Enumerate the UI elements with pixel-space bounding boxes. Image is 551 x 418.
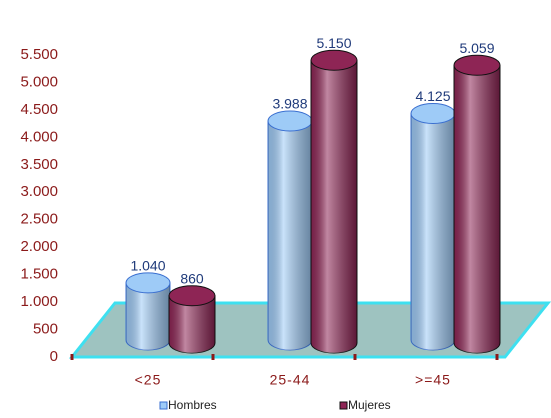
value-label: 4.125	[415, 88, 450, 104]
bar-shade	[268, 121, 312, 350]
bar-top	[125, 272, 171, 294]
bar-top	[410, 103, 456, 124]
value-label: 5.150	[316, 35, 351, 51]
x-tick-label: >=45	[415, 372, 451, 388]
x-tick	[211, 354, 215, 360]
bar-shade	[311, 60, 357, 354]
value-label: 3.988	[272, 96, 307, 112]
bar-shade	[169, 295, 215, 353]
bar-shade	[126, 282, 170, 350]
y-tick-label: 500	[33, 321, 58, 338]
y-tick-label: 1.500	[20, 266, 58, 283]
bar-top	[168, 285, 216, 307]
y-tick-label: 3.500	[20, 156, 58, 173]
value-label: 5.059	[459, 40, 494, 56]
x-tick	[70, 354, 74, 360]
y-tick-label: 3.000	[20, 183, 58, 200]
x-tick	[353, 354, 357, 360]
y-tick-label: 4.000	[20, 128, 58, 145]
y-tick-label: 2.500	[20, 211, 58, 228]
y-tick-label: 2.000	[20, 238, 58, 255]
y-tick-label: 5.500	[20, 46, 58, 63]
bar-top	[267, 110, 313, 132]
bar-shade	[411, 113, 455, 350]
x-tick-label: 25-44	[270, 372, 311, 388]
x-tick	[495, 354, 499, 360]
legend-swatch	[159, 401, 168, 410]
y-tick-label: 1.000	[20, 293, 58, 310]
value-label: 1.040	[130, 258, 165, 274]
legend-swatch	[339, 401, 348, 410]
y-tick-label: 0	[50, 348, 58, 365]
value-label: 860	[180, 270, 204, 286]
legend-label: Mujeres	[348, 398, 391, 412]
y-tick-label: 4.500	[20, 101, 58, 118]
bar-top	[310, 49, 358, 71]
bar-top	[453, 54, 501, 76]
legend-label: Hombres	[168, 398, 217, 412]
x-tick-label: <25	[135, 372, 162, 388]
y-tick-label: 5.000	[20, 73, 58, 90]
bar-shade	[454, 65, 500, 354]
